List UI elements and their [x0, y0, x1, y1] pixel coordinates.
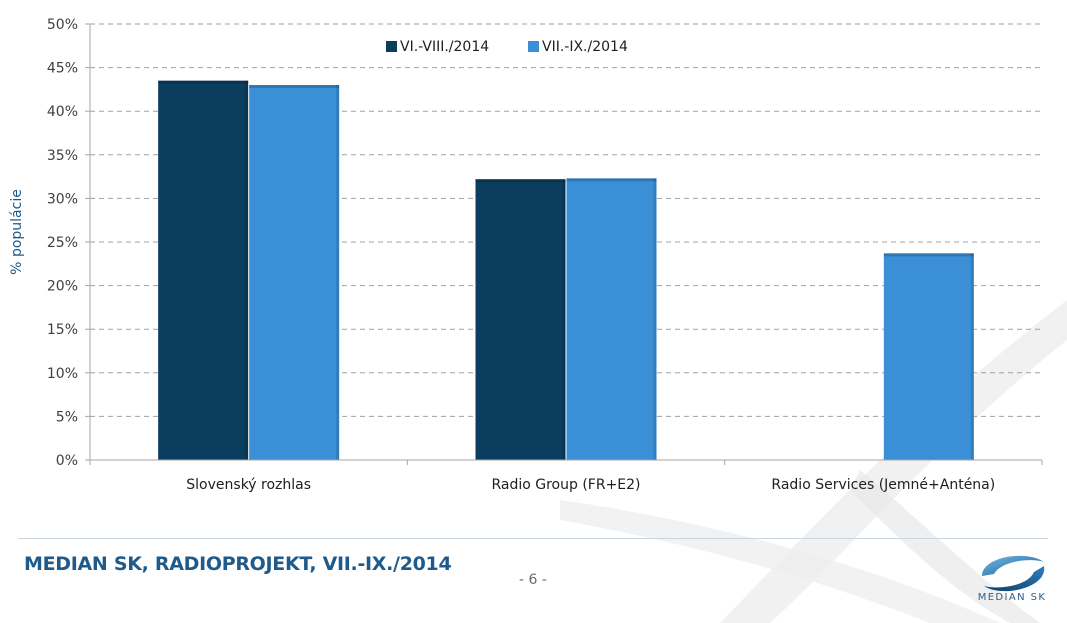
bar-top-shade — [475, 179, 566, 183]
y-tick-label: 35% — [47, 148, 78, 164]
bar-top-shade — [883, 253, 974, 257]
legend-label-series-2: VII.-IX./2014 — [542, 39, 628, 55]
bar-edge-shade — [245, 80, 249, 461]
y-tick-label: 5% — [56, 409, 78, 425]
y-tick-label: 30% — [47, 191, 78, 207]
bar-top-shade — [566, 178, 657, 182]
y-tick-label: 40% — [47, 104, 78, 120]
y-tick-label: 50% — [47, 17, 78, 33]
bar-series-2-2 — [566, 178, 657, 460]
category-label-1: Slovenský rozhlas — [186, 477, 311, 493]
gridlines — [90, 23, 1042, 417]
y-tick-label: 10% — [47, 366, 78, 382]
median-logo-icon — [982, 555, 1045, 592]
legend-swatch-series-2 — [528, 41, 539, 52]
bar-series-2-3 — [883, 253, 974, 460]
y-tick-label: 0% — [56, 453, 78, 469]
y-axis-ticks: 0% 5% 10% 15% 20% 25% 30% 35% 40% 45% 50% — [47, 17, 90, 469]
bar-top-shade — [158, 80, 249, 84]
bar-series-2-1 — [249, 85, 340, 460]
legend: VI.-VIII./2014 VII.-IX./2014 — [386, 39, 628, 55]
bar-edge-shade — [970, 253, 974, 460]
bar-edge-shade — [562, 179, 566, 460]
bar-edge-shade — [653, 178, 657, 460]
y-tick-label: 25% — [47, 235, 78, 251]
y-tick-label: 45% — [47, 61, 78, 77]
y-tick-label: 20% — [47, 279, 78, 295]
footer-title: MEDIAN SK, RADIOPROJEKT, VII.-IX./2014 — [24, 553, 452, 575]
page-number: - 6 - — [519, 572, 547, 588]
category-label-3: Radio Services (Jemné+Anténa) — [771, 477, 995, 493]
x-axis-ticks — [89, 460, 1043, 465]
legend-label-series-1: VI.-VIII./2014 — [400, 39, 489, 55]
bar-series-1-1 — [158, 80, 249, 461]
y-axis-label: % populácie — [9, 189, 25, 275]
legend-swatch-series-1 — [386, 41, 397, 52]
bar-series-1-2 — [475, 179, 566, 460]
logo-text: MEDIAN SK — [977, 592, 1047, 603]
bar-top-shade — [249, 85, 340, 89]
y-tick-label: 15% — [47, 322, 78, 338]
bars — [158, 80, 974, 461]
category-label-2: Radio Group (FR+E2) — [491, 477, 640, 493]
footer-divider — [18, 538, 1048, 539]
bar-chart: 0% 5% 10% 15% 20% 25% 30% 35% 40% 45% 50% Slovensk… — [9, 17, 1043, 493]
bar-edge-shade — [336, 85, 340, 460]
category-labels: Slovenský rozhlas Radio Group (FR+E2) Radi… — [186, 477, 995, 493]
